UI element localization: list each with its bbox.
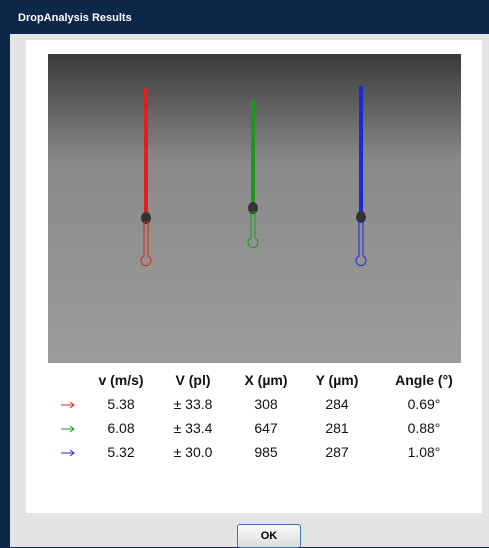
result-cell: 287 (302, 440, 372, 464)
result-cell: 0.88° (372, 416, 476, 440)
result-cell: 6.08 (86, 416, 156, 440)
header-row: v (m/s) V (pl) X (µm) Y (µm) Angle (°) (50, 368, 476, 392)
result-cell: 284 (302, 392, 372, 416)
arrow-icon (61, 401, 75, 409)
drop-marker (50, 440, 86, 464)
results-panel: v (m/s) V (pl) X (µm) Y (µm) Angle (°) 5… (26, 40, 482, 513)
result-cell: 647 (230, 416, 302, 440)
arrow-icon (61, 449, 75, 457)
result-cell: 281 (302, 416, 372, 440)
result-cell: 0.69° (372, 392, 476, 416)
arrow-icon (61, 425, 75, 433)
column-header: v (m/s) (86, 368, 156, 392)
column-header: Y (µm) (302, 368, 372, 392)
drop-marker (50, 392, 86, 416)
result-cell: 5.32 (86, 440, 156, 464)
result-cell: 1.08° (372, 440, 476, 464)
result-cell: ± 33.8 (156, 392, 230, 416)
ok-button[interactable]: OK (237, 524, 301, 548)
arrow-header (50, 368, 86, 392)
result-cell: 308 (230, 392, 302, 416)
dialog-frame: v (m/s) V (pl) X (µm) Y (µm) Angle (°) 5… (10, 34, 489, 547)
dialog: DropAnalysis Results (0, 0, 489, 547)
results-table: v (m/s) V (pl) X (µm) Y (µm) Angle (°) 5… (50, 368, 476, 464)
result-cell: ± 30.0 (156, 440, 230, 464)
title-bar: DropAnalysis Results (0, 0, 489, 34)
result-cell: 5.38 (86, 392, 156, 416)
result-cell: ± 33.4 (156, 416, 230, 440)
drop-marker (50, 416, 86, 440)
column-header: V (pl) (156, 368, 230, 392)
result-cell: 985 (230, 440, 302, 464)
drop-image (48, 54, 461, 363)
column-header: X (µm) (230, 368, 302, 392)
body: DropAnalysis Results (0, 0, 489, 547)
page: {"window": {"title": "DropAnalysis Resul… (0, 0, 489, 547)
column-header: Angle (°) (372, 368, 476, 392)
